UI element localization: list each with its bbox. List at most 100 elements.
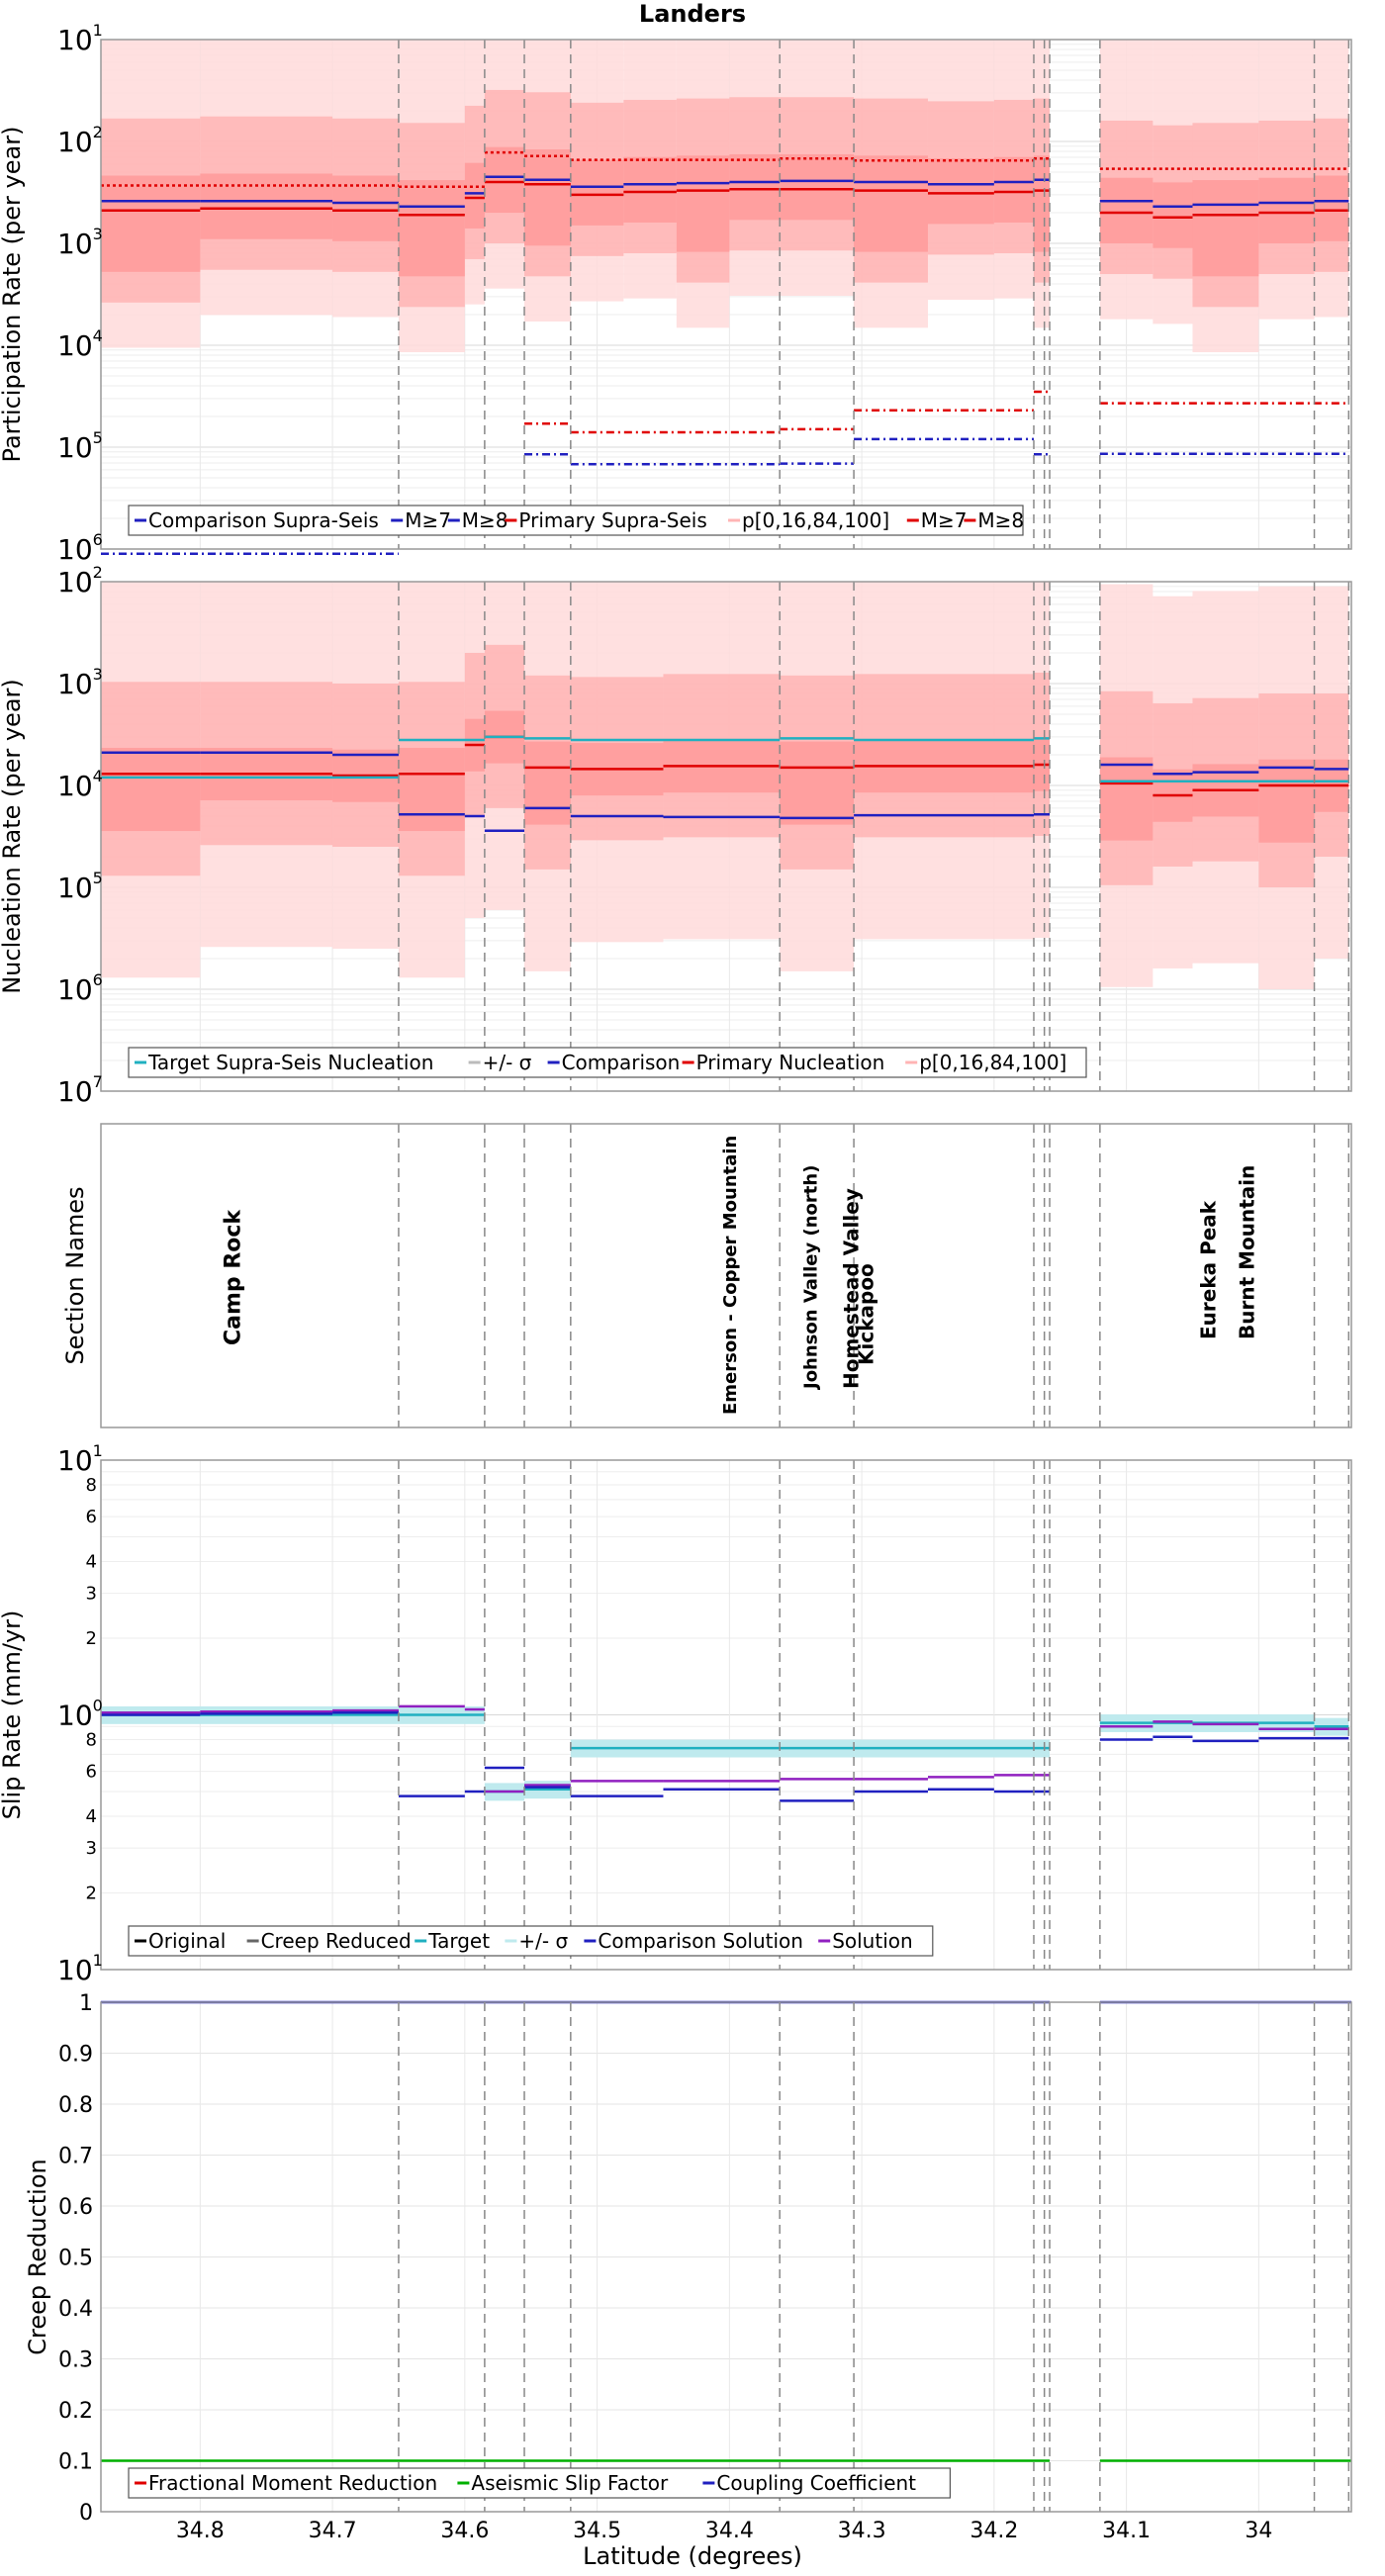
y-tick-label: 6: [86, 1507, 97, 1527]
legend-label: Solution: [832, 1929, 912, 1953]
legend-label: Coupling Coefficient: [716, 2471, 916, 2495]
x-tick-label: 34: [1245, 2519, 1272, 2543]
y-tick-label: 105: [57, 869, 103, 904]
y-tick-label: 1: [79, 1991, 93, 2016]
y-tick-label: 0.9: [58, 2043, 93, 2068]
uncertainty-band: [101, 747, 201, 832]
legend: Original Creep Reduced Target +/- σ Comparis…: [128, 1925, 934, 1957]
legend-label: M≥7: [405, 508, 451, 532]
y-tick-base: 10: [57, 973, 93, 1006]
y-tick-base: 10: [57, 1444, 93, 1477]
y-tick-exp: 2: [93, 123, 103, 141]
y-tick-label: 103: [57, 665, 103, 700]
section-name: Burnt Mountain: [1236, 1165, 1259, 1339]
x-axis-label: Latitude (degrees): [583, 2542, 802, 2570]
y-tick-label: 100: [57, 1697, 103, 1732]
y-axis-label: Nucleation Rate (per year): [0, 679, 26, 994]
legend-label: M≥8: [462, 508, 508, 532]
legend: Target Supra-Seis Nucleation +/- σ Compari…: [128, 1047, 1087, 1078]
y-tick-base: 10: [57, 872, 93, 904]
y-tick-label: 6: [86, 1762, 97, 1783]
uncertainty-band: [524, 741, 571, 825]
y-tick-exp: 1: [93, 21, 103, 40]
y-tick-base: 10: [57, 126, 93, 158]
legend-label: Target Supra-Seis Nucleation: [147, 1051, 433, 1074]
y-tick-label: 0.2: [58, 2399, 93, 2424]
y-tick-base: 10: [57, 1700, 93, 1732]
y-tick-label: 105: [57, 428, 103, 464]
y-tick-base: 10: [57, 668, 93, 700]
y-tick-label: 3: [86, 1838, 97, 1859]
y-tick-base: 10: [57, 1954, 93, 1986]
uncertainty-band: [1314, 175, 1349, 241]
y-tick-exp: 5: [93, 869, 103, 887]
uncertainty-band: [200, 173, 333, 239]
legend: Comparison Supra-Seis M≥7 M≥8 Primary Supra…: [128, 505, 1024, 536]
y-tick-base: 10: [57, 770, 93, 802]
panel-slip: Slip Rate (mm/yr)1011001018643286432Orig…: [0, 1441, 1352, 1986]
x-tick-label: 34.4: [705, 2519, 754, 2543]
uncertainty-band: [623, 156, 677, 223]
y-tick-exp: 1: [93, 1951, 103, 1970]
panels: Participation Rate (per year)10110210310…: [0, 21, 1352, 2543]
legend-label: Comparison: [562, 1051, 681, 1074]
panel-nucleation: Nucleation Rate (per year)10210310410510…: [0, 563, 1352, 1108]
panel-participation: Participation Rate (per year)10110210310…: [0, 21, 1352, 566]
legend-label: Original: [148, 1929, 226, 1953]
section-name: Emerson - Copper Mountain: [720, 1136, 741, 1415]
y-tick-label: 0.6: [58, 2195, 93, 2220]
x-tick-label: 34.8: [176, 2519, 225, 2543]
panel-frame: [100, 2001, 1352, 2513]
y-tick-label: 104: [57, 326, 103, 362]
legend-label: Primary Nucleation: [696, 1051, 885, 1074]
uncertainty-band: [484, 146, 525, 213]
legend-label: Comparison Supra-Seis: [148, 508, 379, 532]
y-tick-label: 0.1: [58, 2450, 93, 2475]
uncertainty-band: [1258, 177, 1315, 243]
section-name: Johnson Valley (north): [801, 1165, 822, 1391]
y-tick-label: 101: [57, 21, 103, 56]
x-tick-label: 34.3: [838, 2519, 886, 2543]
x-tick-label: 34.5: [573, 2519, 621, 2543]
x-tick-label: 34.1: [1102, 2519, 1151, 2543]
legend-box: [128, 2467, 952, 2499]
y-tick-label: 4: [86, 1806, 97, 1827]
y-tick-exp: 7: [93, 1072, 103, 1091]
panel-sections: Section Names Camp Rock Emerson - Copper M…: [61, 1123, 1352, 1428]
legend-label: p[0,16,84,100]: [742, 508, 889, 532]
x-tick-label: 34.2: [970, 2519, 1018, 2543]
legend-label: Aseismic Slip Factor: [471, 2471, 669, 2495]
uncertainty-band: [780, 153, 855, 221]
uncertainty-band: [398, 747, 465, 832]
panel-frame: [100, 1123, 1352, 1428]
uncertainty-band: [570, 159, 624, 226]
y-tick-label: 0.7: [58, 2145, 93, 2169]
y-tick-base: 10: [57, 533, 93, 566]
y-axis-label: Section Names: [61, 1186, 89, 1364]
y-tick-exp: 4: [93, 767, 103, 785]
legend-box: [128, 1047, 1087, 1078]
x-tick-label: 34.6: [440, 2519, 489, 2543]
uncertainty-band: [854, 155, 928, 252]
y-tick-exp: 1: [93, 1441, 103, 1460]
y-tick-base: 10: [57, 24, 93, 56]
uncertainty-band: [1192, 180, 1259, 277]
uncertainty-band: [1099, 177, 1154, 243]
y-tick-exp: 0: [93, 1697, 103, 1715]
y-tick-base: 10: [57, 1075, 93, 1108]
section-name: Kickapoo: [854, 1263, 877, 1365]
uncertainty-band: [729, 153, 781, 221]
y-tick-exp: 2: [93, 563, 103, 582]
y-tick-label: 3: [86, 1584, 97, 1605]
y-tick-base: 10: [57, 329, 93, 362]
y-tick-label: 101: [57, 1951, 103, 1986]
legend-label: +/- σ: [518, 1929, 568, 1953]
section-name: Eureka Peak: [1196, 1200, 1220, 1339]
y-tick-label: 8: [86, 1729, 97, 1750]
y-tick-label: 107: [57, 1072, 103, 1108]
legend-label: Creep Reduced: [261, 1929, 412, 1953]
y-tick-base: 10: [57, 228, 93, 260]
y-tick-exp: 6: [93, 530, 103, 549]
uncertainty-band: [676, 155, 730, 252]
